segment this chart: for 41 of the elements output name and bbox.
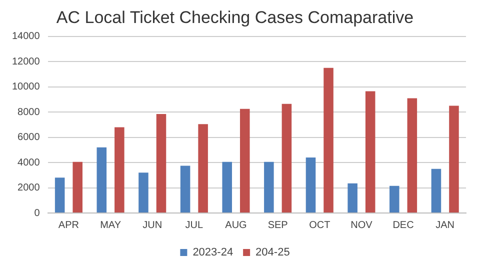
y-tick-label: 10000 — [12, 82, 40, 93]
bar — [431, 168, 442, 212]
x-tick-label: OCT — [309, 220, 330, 231]
bar — [54, 178, 65, 212]
bar — [96, 147, 107, 212]
bar — [114, 127, 124, 212]
bar — [282, 104, 292, 212]
x-tick-label: NOV — [350, 220, 373, 231]
bar — [240, 108, 250, 212]
bar — [180, 166, 190, 212]
bar — [449, 106, 459, 212]
y-tick-label: 2000 — [18, 182, 40, 194]
y-tick-label: 4000 — [18, 157, 40, 168]
bar — [72, 162, 82, 212]
x-tick-label: DEC — [392, 220, 414, 231]
legend-label: 204-25 — [256, 246, 290, 259]
x-tick-label: JUN — [142, 220, 162, 231]
chart-title: AC Local Ticket Checking Cases Comaparative — [56, 8, 414, 27]
bar — [198, 124, 208, 212]
y-tick-label: 6000 — [18, 132, 40, 144]
x-tick-label: MAY — [100, 220, 122, 231]
bar — [365, 91, 376, 212]
x-tick-label: AUG — [225, 220, 248, 231]
y-tick-label: 0 — [34, 208, 40, 219]
bar — [156, 114, 166, 212]
x-tick-label: APR — [58, 220, 79, 231]
bar — [138, 172, 148, 212]
bar — [389, 186, 400, 212]
x-tick-label: JAN — [436, 220, 455, 231]
y-tick-label: 14000 — [12, 31, 40, 42]
bar — [324, 68, 334, 212]
y-tick-label: 12000 — [12, 56, 40, 68]
x-tick-label: JUL — [185, 220, 204, 231]
bar — [407, 98, 418, 212]
bar — [222, 162, 232, 212]
bar — [264, 162, 274, 212]
bar — [306, 157, 316, 212]
x-tick-label: SEP — [268, 220, 288, 231]
y-tick-label: 8000 — [18, 106, 40, 118]
legend-label: 2023-24 — [192, 246, 234, 259]
bar — [348, 183, 358, 212]
